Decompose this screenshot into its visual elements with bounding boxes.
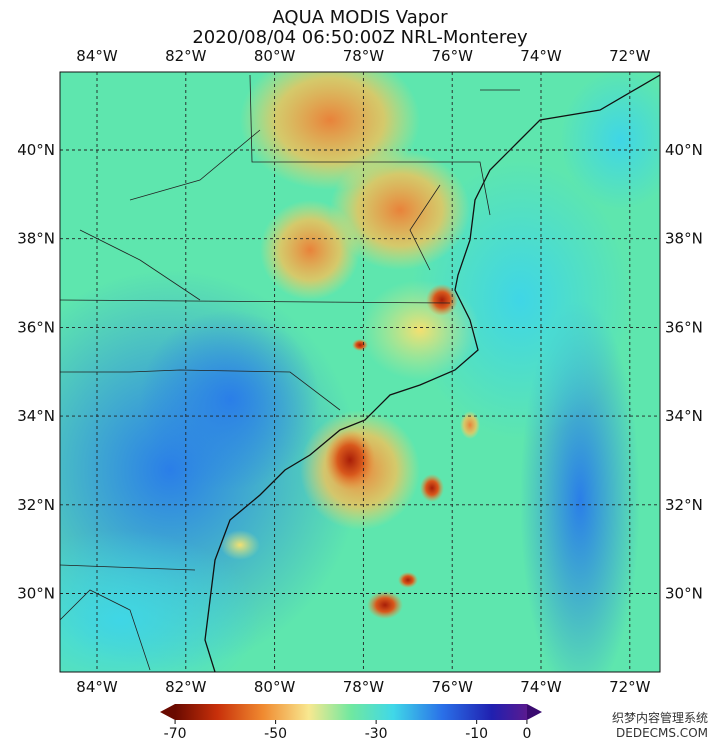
lat-label-left: 36°N	[17, 318, 55, 336]
title: AQUA MODIS Vapor	[272, 7, 448, 28]
lat-label-right: 36°N	[665, 318, 703, 336]
lon-label-bottom: 78°W	[343, 678, 385, 696]
lon-label-top: 78°W	[343, 47, 385, 65]
lat-label-right: 34°N	[665, 407, 703, 425]
lon-label-bottom: 82°W	[165, 678, 207, 696]
lon-label-top: 80°W	[254, 47, 296, 65]
colorbar-tick-label: 0	[522, 726, 531, 742]
watermark: DEDECMS.COM	[616, 726, 708, 740]
lat-label-right: 32°N	[665, 496, 703, 514]
lon-label-top: 72°W	[609, 47, 651, 65]
lat-label-right: 38°N	[665, 230, 703, 248]
lat-label-left: 30°N	[17, 585, 55, 603]
lon-label-bottom: 72°W	[609, 678, 651, 696]
lon-label-top: 74°W	[520, 47, 562, 65]
lon-label-top: 76°W	[431, 47, 473, 65]
lon-label-bottom: 76°W	[431, 678, 473, 696]
lon-label-top: 84°W	[76, 47, 118, 65]
lon-label-bottom: 80°W	[254, 678, 296, 696]
lat-label-left: 38°N	[17, 230, 55, 248]
map-image	[60, 72, 660, 672]
lat-label-left: 40°N	[17, 141, 55, 159]
lon-label-bottom: 84°W	[76, 678, 118, 696]
title: 2020/08/04 06:50:00Z NRL-Monterey	[192, 27, 528, 48]
lat-label-left: 34°N	[17, 407, 55, 425]
watermark: 织梦内容管理系统	[612, 710, 708, 725]
lon-label-bottom: 74°W	[520, 678, 562, 696]
colorbar-tick-label: -10	[465, 726, 488, 742]
lat-label-right: 40°N	[665, 141, 703, 159]
colorbar-tick-label: -70	[164, 726, 187, 742]
colorbar-tick-label: -50	[264, 726, 287, 742]
lon-label-top: 82°W	[165, 47, 207, 65]
lat-label-left: 32°N	[17, 496, 55, 514]
colorbar-tick-label: -30	[365, 726, 388, 742]
lat-label-right: 30°N	[665, 585, 703, 603]
